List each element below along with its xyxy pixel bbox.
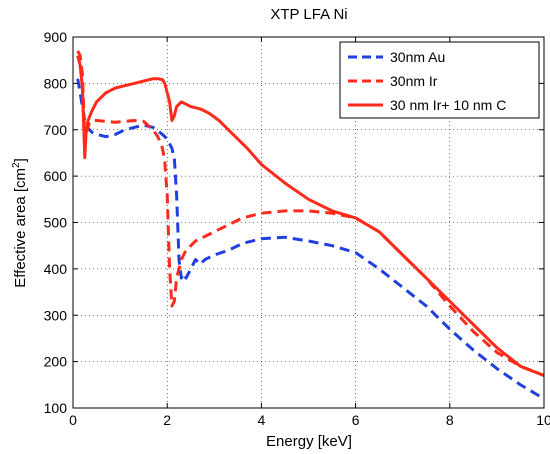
y-tick-label: 500 xyxy=(44,215,68,231)
y-tick-label: 400 xyxy=(44,261,68,277)
x-tick-label: 2 xyxy=(163,412,171,428)
y-tick-label: 100 xyxy=(44,400,68,416)
tick-layer: 0 2 4 6 8 10 100 200 300 400 500 600 700 800 900 xyxy=(44,29,550,428)
series-ir-30nm-c-10nm xyxy=(76,55,545,377)
legend-label-ir: 30nm Ir xyxy=(390,73,438,89)
y-axis-label-sup: 2 xyxy=(11,162,22,168)
x-axis-label: Energy [keV] xyxy=(266,433,352,450)
x-tick-label: 4 xyxy=(258,412,266,428)
y-tick-label: 600 xyxy=(44,168,68,184)
legend-label-au: 30nm Au xyxy=(390,49,445,65)
x-tick-label: 10 xyxy=(536,412,550,428)
x-tick-label: 8 xyxy=(446,412,454,428)
y-tick-label: 300 xyxy=(44,307,68,323)
y-axis-label-main: Effective area [cm xyxy=(12,168,29,288)
y-tick-label: 800 xyxy=(44,75,68,91)
legend-label-ir-c: 30 nm Ir+ 10 nm C xyxy=(390,97,506,113)
chart-title: XTP LFA Ni xyxy=(270,6,347,23)
x-tick-label: 0 xyxy=(69,412,77,428)
y-axis-label: Effective area [cm2] xyxy=(11,158,29,288)
y-axis-label-end: ] xyxy=(12,158,29,162)
series-layer xyxy=(76,50,545,400)
y-tick-label: 200 xyxy=(44,354,68,370)
legend: 30nm Au 30nm Ir 30 nm Ir+ 10 nm C xyxy=(339,41,540,119)
x-tick-label: 6 xyxy=(352,412,360,428)
y-tick-label: 900 xyxy=(44,29,68,45)
y-tick-label: 700 xyxy=(44,122,68,138)
